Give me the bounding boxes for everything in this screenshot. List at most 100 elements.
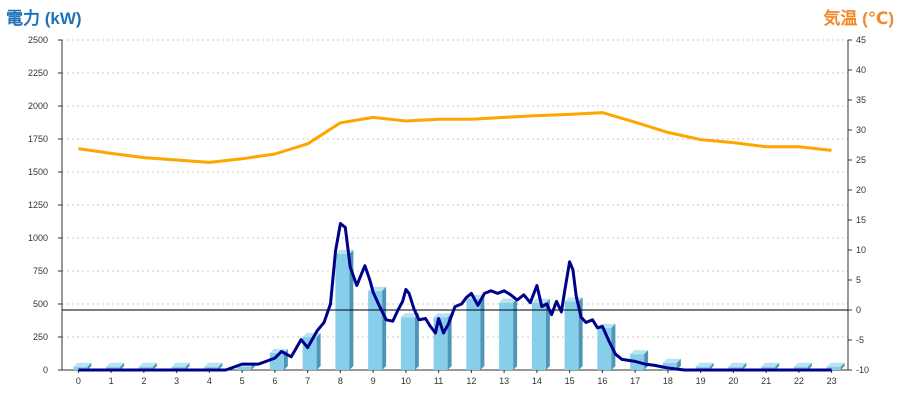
x-axis-tick-label: 11 [434, 376, 443, 386]
power-bar-top [695, 362, 714, 367]
power-bar-side [316, 333, 321, 370]
power-bar-side [676, 358, 681, 370]
right-axis-tick-label: 40 [856, 65, 866, 75]
x-axis-tick-label: 14 [532, 376, 542, 386]
right-axis-title: 気温 (℃) [823, 9, 894, 28]
power-bar-side [513, 298, 518, 370]
power-bar-side [709, 362, 714, 370]
x-axis-tick-label: 0 [76, 376, 81, 386]
power-bar [662, 362, 677, 370]
right-axis-tick-label: 20 [856, 185, 866, 195]
x-axis-tick-label: 13 [499, 376, 509, 386]
power-bar-top [433, 313, 452, 318]
right-axis-tick-label: 0 [856, 305, 861, 315]
x-axis-tick-label: 4 [207, 376, 212, 386]
right-axis-tick-label: 45 [856, 35, 866, 45]
power-bar-top [171, 362, 190, 367]
x-axis-tick-label: 7 [305, 376, 310, 386]
temperature-line [78, 111, 832, 164]
power-bar [728, 366, 743, 370]
power-bar-side [447, 313, 452, 370]
right-axis-tick-label: 10 [856, 245, 866, 255]
x-axis-tick-label: 3 [174, 376, 179, 386]
power-bar [106, 366, 121, 370]
left-axis-tick-label: 2250 [28, 68, 48, 78]
right-axis-tick-label: 30 [856, 125, 866, 135]
power-bar-side [775, 362, 780, 370]
power-bar-side [185, 362, 190, 370]
x-axis-tick-label: 15 [565, 376, 575, 386]
x-axis-tick-label: 5 [240, 376, 245, 386]
power-bar [335, 253, 350, 370]
power-bar-side [807, 362, 812, 370]
power-bar-top [400, 313, 419, 318]
power-bar-side [382, 286, 387, 370]
power-bar [237, 366, 252, 370]
left-axis-title: 電力 (kW) [6, 9, 82, 28]
x-axis-tick-label: 18 [663, 376, 673, 386]
power-bar [204, 366, 219, 370]
power-bar-top [106, 362, 125, 367]
power-bar [138, 366, 153, 370]
left-axis-tick-label: 500 [33, 299, 48, 309]
power-bar-top [728, 362, 747, 367]
x-axis-tick-label: 2 [141, 376, 146, 386]
power-bar-side [545, 298, 550, 370]
left-axis-tick-label: 1250 [28, 200, 48, 210]
left-axis-tick-label: 2000 [28, 101, 48, 111]
power-bar-side [218, 362, 223, 370]
power-bar-side [742, 362, 747, 370]
power-bar-side [87, 362, 92, 370]
x-axis-tick-label: 8 [338, 376, 343, 386]
power-bar-side [152, 362, 157, 370]
x-axis-tick-label: 6 [272, 376, 277, 386]
right-axis-tick-label: -5 [856, 335, 864, 345]
power-bar-side [480, 294, 485, 370]
x-axis-tick-label: 17 [630, 376, 640, 386]
x-axis-tick-label: 1 [109, 376, 114, 386]
power-bar-top [630, 350, 649, 355]
x-axis-tick-label: 22 [794, 376, 804, 386]
left-axis-tick-label: 1750 [28, 134, 48, 144]
left-axis-tick-label: 1000 [28, 233, 48, 243]
power-bar-top [73, 362, 92, 367]
power-bar-top [204, 362, 223, 367]
x-axis-tick-label: 23 [827, 376, 837, 386]
power-bar [531, 302, 546, 370]
power-bar [793, 366, 808, 370]
power-bar-side [120, 362, 125, 370]
power-bar-top [826, 362, 845, 367]
x-axis-tick-label: 9 [371, 376, 376, 386]
power-bar [466, 298, 481, 370]
left-axis-tick-label: 2500 [28, 35, 48, 45]
power-bar [400, 317, 415, 370]
power-bar-top [761, 362, 780, 367]
power-bar-top [138, 362, 157, 367]
power-bar-top [793, 362, 812, 367]
power-bar [761, 366, 776, 370]
left-axis-tick-label: 250 [33, 332, 48, 342]
power-bar [695, 366, 710, 370]
right-axis-tick-label: 25 [856, 155, 866, 165]
left-axis-tick-label: 750 [33, 266, 48, 276]
right-axis-tick-label: -10 [856, 365, 869, 375]
x-axis-tick-label: 19 [696, 376, 706, 386]
right-axis-tick-label: 5 [856, 275, 861, 285]
power-bar [564, 301, 579, 370]
power-bar [73, 366, 88, 370]
x-axis-tick-label: 21 [761, 376, 771, 386]
power-line [78, 222, 832, 372]
power-bar-top [662, 358, 681, 363]
power-bar-side [414, 313, 419, 370]
power-bar [171, 366, 186, 370]
x-axis-tick-label: 12 [466, 376, 476, 386]
x-axis-tick-label: 20 [728, 376, 738, 386]
left-axis-tick-label: 0 [43, 365, 48, 375]
x-axis-tick-label: 16 [597, 376, 607, 386]
left-axis-tick-label: 1500 [28, 167, 48, 177]
power-bar-side [840, 362, 845, 370]
right-axis-tick-label: 35 [856, 95, 866, 105]
power-bar [368, 290, 383, 370]
power-bar-top [499, 298, 518, 303]
